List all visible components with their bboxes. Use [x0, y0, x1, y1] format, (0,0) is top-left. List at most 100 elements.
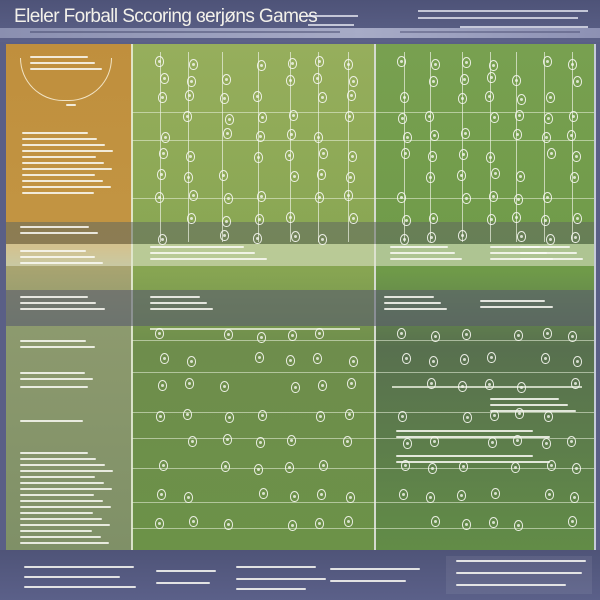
player-figure-icon — [401, 460, 410, 471]
player-figure-icon — [345, 111, 354, 122]
player-figure-icon — [514, 330, 523, 341]
header-fine-text — [460, 26, 588, 28]
player-figure-icon — [568, 516, 577, 527]
rules-fine-text — [20, 420, 84, 422]
player-figure-icon — [220, 230, 229, 241]
player-figure-icon — [459, 461, 468, 472]
player-figure-icon — [259, 488, 268, 499]
player-figure-icon — [462, 519, 471, 530]
rules-fine-text — [22, 186, 112, 188]
player-figure-icon — [349, 76, 358, 87]
player-figure-icon — [543, 328, 552, 339]
rules-fine-text — [20, 378, 93, 380]
player-figure-icon — [517, 231, 526, 242]
field-guide-line — [188, 52, 189, 242]
rules-fine-text — [20, 488, 113, 490]
player-figure-icon — [314, 132, 323, 143]
player-figure-icon — [546, 234, 555, 245]
player-figure-icon — [254, 152, 263, 163]
player-figure-icon — [487, 352, 496, 363]
player-figure-icon — [402, 353, 411, 364]
rules-fine-text — [22, 144, 105, 146]
player-figure-icon — [285, 462, 294, 473]
player-figure-icon — [541, 353, 550, 364]
side-fine-text — [520, 252, 577, 254]
player-figure-icon — [254, 464, 263, 475]
player-figure-icon — [188, 436, 197, 447]
rules-fine-text — [30, 56, 88, 58]
player-figure-icon — [513, 129, 522, 140]
player-figure-icon — [487, 214, 496, 225]
rules-fine-text — [30, 62, 95, 64]
player-figure-icon — [224, 193, 233, 204]
player-figure-icon — [459, 149, 468, 160]
player-figure-icon — [458, 381, 467, 392]
player-figure-icon — [403, 438, 412, 449]
player-figure-icon — [256, 131, 265, 142]
player-figure-icon — [289, 110, 298, 121]
player-figure-icon — [344, 190, 353, 201]
rules-fine-text — [20, 250, 87, 252]
player-figure-icon — [258, 112, 267, 123]
rules-fine-text — [30, 68, 102, 70]
player-figure-icon — [458, 93, 467, 104]
player-figure-icon — [430, 130, 439, 141]
rules-fine-text — [20, 536, 101, 538]
footer-fine-text — [236, 566, 316, 568]
player-figure-icon — [426, 172, 435, 183]
player-figure-icon — [313, 73, 322, 84]
player-figure-icon — [398, 113, 407, 124]
player-figure-icon — [516, 171, 525, 182]
band-fine-text — [150, 246, 244, 248]
player-figure-icon — [513, 435, 522, 446]
field-guide-line — [404, 52, 405, 242]
player-figure-icon — [185, 90, 194, 101]
header-bar: Eleler Forball Sccoring ɞerjøns Games — [0, 0, 600, 42]
field-row-line — [132, 112, 594, 113]
player-figure-icon — [491, 488, 500, 499]
player-figure-icon — [425, 111, 434, 122]
player-figure-icon — [485, 91, 494, 102]
player-figure-icon — [257, 332, 266, 343]
rules-fine-text — [22, 132, 89, 134]
player-figure-icon — [543, 192, 552, 203]
player-figure-icon — [346, 492, 355, 503]
player-figure-icon — [462, 329, 471, 340]
player-figure-icon — [318, 380, 327, 391]
player-figure-icon — [429, 76, 438, 87]
player-figure-icon — [546, 92, 555, 103]
header-fine-text — [308, 24, 354, 26]
rules-fine-text — [20, 464, 105, 466]
player-figure-icon — [343, 436, 352, 447]
player-figure-icon — [430, 436, 439, 447]
player-figure-icon — [184, 172, 193, 183]
band-fine-text — [390, 246, 448, 248]
player-figure-icon — [426, 492, 435, 503]
rules-fine-text — [20, 458, 97, 460]
player-figure-icon — [397, 56, 406, 67]
player-figure-icon — [403, 132, 412, 143]
rules-fine-text — [20, 494, 95, 496]
player-figure-icon — [347, 378, 356, 389]
band-fine-text — [390, 252, 455, 254]
player-figure-icon — [543, 56, 552, 67]
player-figure-icon — [514, 520, 523, 531]
stat-band — [6, 222, 594, 244]
side-fine-text — [490, 398, 560, 400]
field-guide-line — [258, 52, 259, 242]
player-figure-icon — [185, 378, 194, 389]
player-figure-icon — [221, 461, 230, 472]
player-figure-icon — [544, 113, 553, 124]
player-figure-icon — [571, 232, 580, 243]
footer-fine-text — [24, 576, 120, 578]
player-figure-icon — [347, 90, 356, 101]
field-guide-line — [490, 52, 491, 242]
player-figure-icon — [189, 190, 198, 201]
side-fine-text — [490, 410, 577, 412]
band-fine-text — [150, 258, 267, 260]
band-fine-text — [150, 302, 207, 304]
player-figure-icon — [225, 412, 234, 423]
rules-fine-text — [22, 174, 95, 176]
band-fine-text — [384, 296, 435, 298]
field-guide-line — [544, 52, 545, 242]
